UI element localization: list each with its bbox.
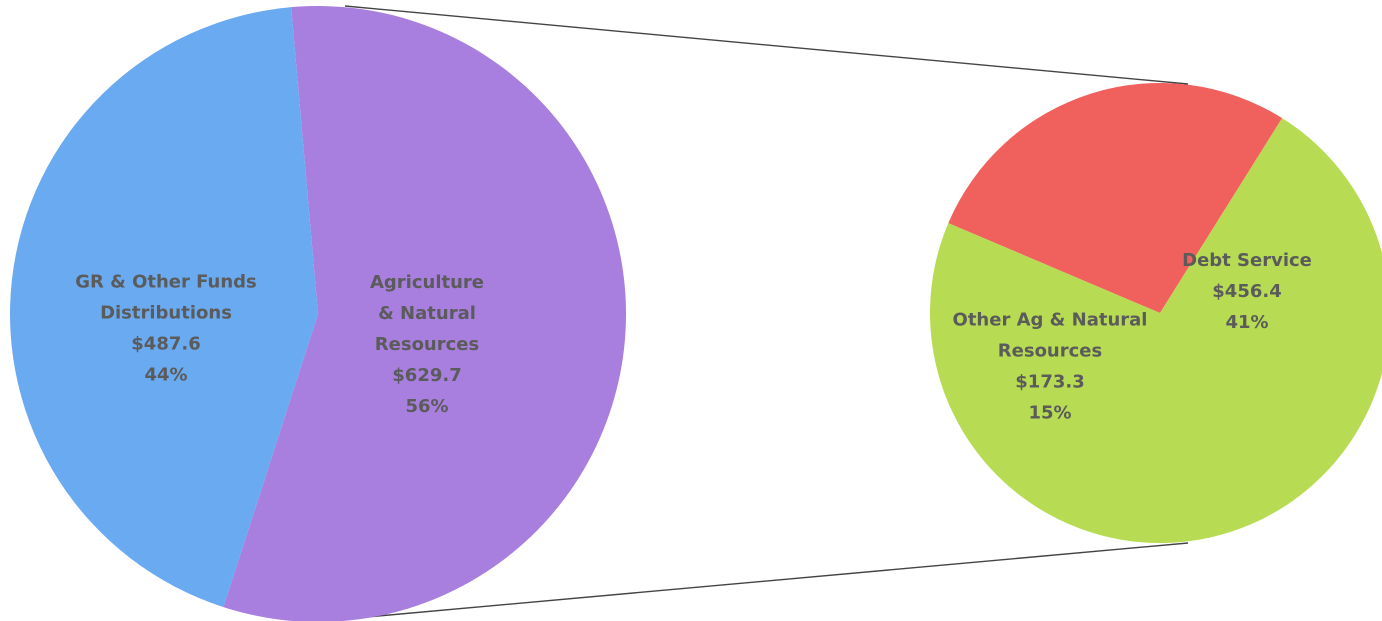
slice-label-line: Resources	[998, 341, 1102, 362]
slice-label-line: Agriculture	[370, 272, 484, 293]
detail-pie	[930, 82, 1382, 543]
slice-label-line: Resources	[375, 334, 479, 355]
connector-line-bottom	[344, 542, 1189, 620]
slice-labels: GR & Other Funds Distributions $487.6 44% Ag…	[75, 250, 1312, 424]
slice-label-line: GR & Other Funds	[75, 272, 257, 293]
pie-slice-debt-service	[930, 118, 1382, 543]
connector-line-top	[344, 5, 1189, 85]
slice-label-line: Distributions	[100, 303, 232, 324]
pie-slice-other-ag	[948, 82, 1283, 313]
slice-label-line: & Natural	[378, 303, 476, 324]
slice-label-line: 41%	[1225, 312, 1268, 333]
slice-label-line: 56%	[405, 396, 448, 417]
slice-label-line: Other Ag & Natural	[953, 310, 1148, 331]
slice-label-line: 15%	[1028, 403, 1071, 424]
slice-label-line: $456.4	[1212, 281, 1281, 302]
slice-label-line: 44%	[144, 365, 187, 386]
pie-slice-agriculture	[223, 6, 626, 621]
slice-label-line: Debt Service	[1182, 250, 1312, 271]
main-pie	[10, 6, 626, 621]
slice-label-line: $487.6	[131, 334, 200, 355]
slice-label-line: $629.7	[392, 365, 461, 386]
slice-label-line: $173.3	[1015, 372, 1084, 393]
pie-slice-gr-other-funds	[10, 7, 318, 608]
connector-lines	[344, 5, 1189, 620]
